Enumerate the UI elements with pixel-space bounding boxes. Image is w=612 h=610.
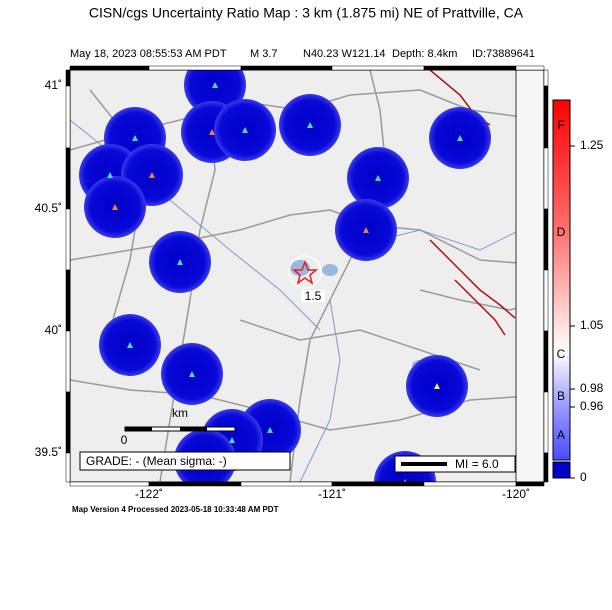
station xyxy=(149,172,155,178)
colorbar-value: 0.96 xyxy=(580,399,604,413)
contour-label-bg xyxy=(301,290,325,302)
frame-segment xyxy=(515,65,545,71)
station xyxy=(375,175,381,181)
frame-segment xyxy=(65,269,71,332)
footer: Map Version 4 Processed 2023-05-18 10:33… xyxy=(72,505,279,514)
event-id: ID:73889641 xyxy=(472,48,535,60)
magnitude: M 3.7 xyxy=(250,48,278,60)
frame-segment xyxy=(148,481,242,487)
station xyxy=(229,437,235,443)
station xyxy=(363,227,369,233)
frame-segment xyxy=(65,69,71,87)
colorbar xyxy=(552,99,571,461)
lake xyxy=(322,264,338,276)
location: N40.23 W121.14 xyxy=(303,48,386,60)
frame-segment xyxy=(515,481,545,487)
frame-segment xyxy=(543,391,549,454)
frame-segment xyxy=(148,65,242,71)
lat-label: 40˚ xyxy=(45,323,62,337)
station xyxy=(177,259,183,265)
frame-segment xyxy=(65,452,71,483)
frame-segment xyxy=(69,65,150,71)
station xyxy=(127,342,133,348)
river xyxy=(299,299,341,482)
colorbar-value: 0.98 xyxy=(580,381,604,395)
scale-seg xyxy=(180,427,207,431)
lon-label: -121˚ xyxy=(318,487,346,501)
title: CISN/cgs Uncertainty Ratio Map : 3 km (1… xyxy=(89,5,524,21)
frame-segment xyxy=(240,65,333,71)
frame-segment xyxy=(543,147,549,210)
frame-segment xyxy=(69,481,150,487)
grade-letter: D xyxy=(557,225,566,239)
scale-unit: km xyxy=(172,406,188,420)
colorbar-zero xyxy=(552,461,571,479)
contour xyxy=(288,255,322,289)
station xyxy=(457,135,463,141)
station xyxy=(107,172,113,178)
grade-letter: A xyxy=(557,428,565,442)
frame-segment xyxy=(65,208,71,271)
frame-segment xyxy=(543,69,549,87)
frame-segment xyxy=(543,452,549,483)
epicenter xyxy=(291,259,319,285)
frame-segment xyxy=(423,481,517,487)
frame-segment xyxy=(543,269,549,332)
river xyxy=(379,229,521,251)
station xyxy=(307,122,313,128)
frame-segment xyxy=(65,391,71,454)
road xyxy=(289,70,386,482)
station xyxy=(112,204,118,210)
scale-zero: 0 xyxy=(121,433,128,447)
outside-region xyxy=(516,70,544,482)
fault xyxy=(429,239,516,319)
frame-segment xyxy=(331,481,425,487)
station xyxy=(434,383,440,389)
station xyxy=(209,129,215,135)
date: May 18, 2023 08:55:53 AM PDT xyxy=(70,48,227,60)
station xyxy=(267,427,273,433)
grade-box xyxy=(79,451,291,471)
grade-letter: F xyxy=(557,118,564,132)
frame-segment xyxy=(543,85,549,149)
colorbar-value: 1.05 xyxy=(580,318,604,332)
grade: GRADE: - (Mean sigma: -) xyxy=(86,454,227,468)
mi-box xyxy=(394,455,516,473)
contour-label: 1.5 xyxy=(305,289,322,303)
scale-bar: km 0 xyxy=(121,406,236,447)
station xyxy=(403,479,407,482)
frame-segment xyxy=(423,65,517,71)
station xyxy=(242,127,248,133)
map-frame: 41˚ 40.5˚ 40˚ 39.5˚ -122˚ -121˚ -120˚ xyxy=(35,65,549,501)
lon-label: -122˚ xyxy=(135,487,163,501)
frame-segment xyxy=(240,481,333,487)
colorbar-labels: F D C B A 1.25 1.05 0.98 0.96 0 xyxy=(557,118,604,484)
lon-label: -120˚ xyxy=(502,487,530,501)
colorbar-value: 1.25 xyxy=(580,138,604,152)
frame-segment xyxy=(331,65,425,71)
frame-segment xyxy=(65,85,71,149)
fault xyxy=(454,279,506,336)
mi-legend: MI = 6.0 xyxy=(455,457,499,471)
station xyxy=(132,135,138,141)
lat-label: 40.5˚ xyxy=(35,201,62,215)
colorbar-value: 0 xyxy=(580,470,587,484)
frame-segment xyxy=(543,330,549,393)
frame-segment xyxy=(65,330,71,393)
station xyxy=(212,82,218,88)
grade-letter: B xyxy=(557,389,565,403)
depth: Depth: 8.4km xyxy=(392,48,457,60)
station xyxy=(189,371,195,377)
grade-letter: C xyxy=(557,347,566,361)
lat-label: 39.5˚ xyxy=(35,445,62,459)
lat-label: 41˚ xyxy=(45,78,62,92)
frame-segment xyxy=(65,147,71,210)
frame-segment xyxy=(543,208,549,271)
scale-seg xyxy=(125,427,152,431)
